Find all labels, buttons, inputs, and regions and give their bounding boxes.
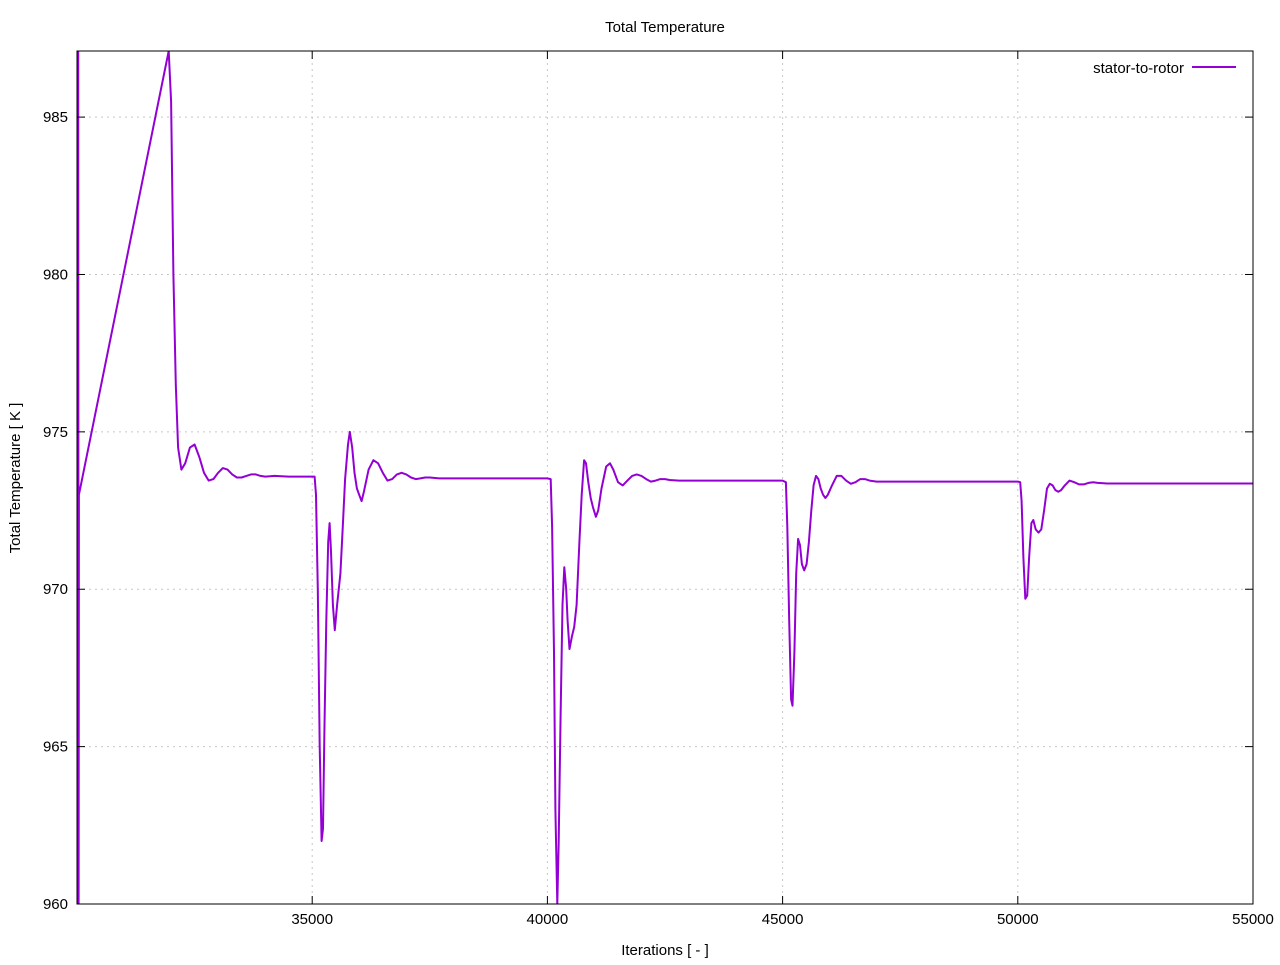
y-tick-label: 975 <box>43 424 68 441</box>
series-line <box>77 51 1253 904</box>
x-tick-label: 40000 <box>527 911 569 928</box>
x-tick-label: 50000 <box>997 911 1039 928</box>
y-tick-label: 960 <box>43 896 68 913</box>
y-tick-label: 980 <box>43 266 68 283</box>
x-axis-label: Iterations [ - ] <box>621 942 709 959</box>
legend-label: stator-to-rotor <box>1093 60 1184 77</box>
axis-ticks: 35000 40000 45000 50000 55000 960 965 970 975 980… <box>43 51 1274 928</box>
y-axis-label: Total Temperature [ K ] <box>7 403 24 554</box>
y-tick-label: 965 <box>43 739 68 756</box>
plot-frame <box>76 50 1254 905</box>
x-tick-label: 35000 <box>291 911 333 928</box>
x-tick-label: 45000 <box>762 911 804 928</box>
y-tick-label: 970 <box>43 581 68 598</box>
x-tick-label: 55000 <box>1232 911 1274 928</box>
y-tick-label: 985 <box>43 109 68 126</box>
chart-title: Total Temperature <box>605 19 725 36</box>
series-layer <box>77 51 1253 904</box>
legend: stator-to-rotor <box>1093 60 1236 77</box>
